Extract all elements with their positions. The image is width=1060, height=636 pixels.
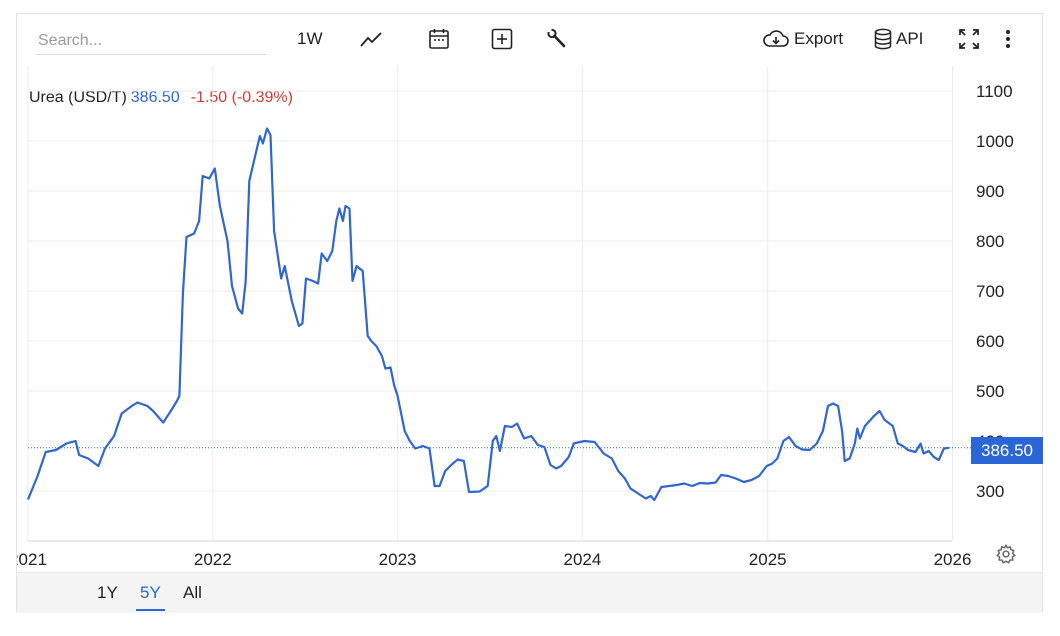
price-chart[interactable]: 3004005006007008009001000110020212022202… — [17, 66, 1042, 571]
api-label: API — [896, 29, 924, 48]
gear-icon — [996, 543, 1016, 564]
add-box-icon — [491, 28, 513, 50]
x-tick-label: 2026 — [934, 550, 972, 569]
range-1y-button[interactable]: 1Y — [93, 583, 122, 609]
range-all-button[interactable]: All — [179, 583, 206, 609]
cloud-download-icon — [763, 30, 789, 47]
more-vertical-icon — [1006, 30, 1010, 48]
interval-button[interactable]: 1W — [297, 26, 323, 52]
wrench-icon — [547, 28, 566, 48]
date-range-button[interactable] — [427, 26, 451, 52]
range-1y-label: 1Y — [97, 583, 118, 602]
legend-series-name: Urea (USD/T) — [29, 89, 127, 106]
series-line — [26, 127, 950, 502]
legend-change: -1.50 (-0.39%) — [190, 89, 293, 106]
y-tick-label: 600 — [976, 332, 1004, 351]
y-tick-label: 900 — [976, 182, 1004, 201]
range-all-label: All — [183, 583, 202, 602]
more-menu-button[interactable] — [1003, 26, 1013, 52]
database-icon — [874, 28, 892, 50]
y-tick-label: 800 — [976, 232, 1004, 251]
legend-last-value: 386.50 — [130, 89, 180, 106]
api-button[interactable]: API — [873, 26, 923, 52]
search-input[interactable] — [36, 28, 266, 55]
y-tick-label: 1100 — [976, 82, 1013, 101]
chart-settings-button[interactable] — [995, 543, 1017, 565]
last-price-tag: 386.50 — [971, 437, 1043, 464]
x-tick-label: 2022 — [194, 550, 232, 569]
toolbar: 1W — [17, 14, 1042, 66]
y-tick-label: 300 — [976, 482, 1004, 501]
y-tick-label: 700 — [976, 282, 1004, 301]
x-tick-label: 2024 — [563, 550, 601, 569]
y-tick-label: 500 — [976, 382, 1004, 401]
series-legend: Urea (USD/T) 386.50 -1.50 (-0.39%) — [29, 89, 293, 107]
x-tick-label: 2025 — [749, 550, 787, 569]
chart-widget: 1W — [16, 13, 1043, 613]
calendar-icon — [429, 29, 449, 49]
fullscreen-icon — [959, 29, 979, 49]
range-5y-button[interactable]: 5Y — [136, 583, 165, 611]
range-5y-label: 5Y — [140, 583, 161, 602]
export-label: Export — [794, 29, 844, 48]
settings-tool-button[interactable] — [545, 26, 569, 52]
line-chart-icon — [360, 32, 382, 47]
fullscreen-button[interactable] — [957, 26, 981, 52]
compare-button[interactable] — [490, 26, 514, 52]
x-tick-label: 2021 — [17, 550, 47, 569]
x-tick-label: 2023 — [379, 550, 417, 569]
range-selector: 1Y 5Y All — [17, 572, 1042, 613]
chart-type-button[interactable] — [359, 26, 385, 52]
export-button[interactable]: Export — [762, 26, 843, 52]
y-tick-label: 1000 — [976, 132, 1014, 151]
interval-label: 1W — [297, 29, 323, 48]
